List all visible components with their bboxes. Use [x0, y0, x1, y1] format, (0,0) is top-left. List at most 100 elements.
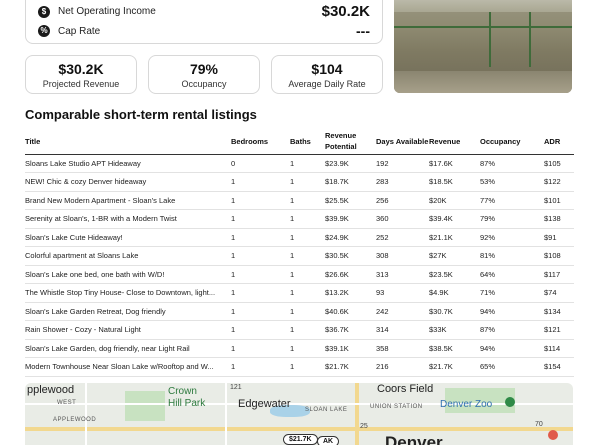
cell-title[interactable]: Sloan's Lake Garden Retreat, Dog friendl…: [25, 302, 231, 321]
cap-rate-row: % Cap Rate ---: [38, 23, 370, 39]
photo-ground: [394, 71, 572, 93]
kpi-value: $30.2K: [58, 61, 104, 77]
column-header-adr[interactable]: ADR: [544, 129, 574, 155]
cell-adr: $105: [544, 154, 574, 173]
comparable-listings-table: Title Bedrooms Baths Revenue Potential D…: [25, 129, 574, 377]
kpi-average-daily-rate: $104 Average Daily Rate: [271, 55, 383, 94]
cell-revenue: $4.9K: [429, 283, 480, 303]
map-road: [85, 383, 87, 445]
listings-map[interactable]: pplewood WEST APPLEWOOD Crown Hill Park …: [25, 383, 573, 445]
map-park: [445, 388, 515, 413]
column-header-occupancy[interactable]: Occupancy: [480, 129, 544, 155]
table-row[interactable]: Sloans Lake Studio APT Hideaway 0 1 $23.…: [25, 154, 574, 173]
cell-occupancy: 87%: [480, 320, 544, 340]
cell-adr: $122: [544, 172, 574, 192]
cell-baths: 1: [290, 265, 325, 284]
column-header-bedrooms[interactable]: Bedrooms: [231, 129, 290, 155]
map-label-denver: Denver: [385, 433, 443, 445]
cell-occupancy: 92%: [480, 228, 544, 247]
cell-days-available: 360: [376, 209, 429, 229]
cell-bedrooms: 1: [231, 191, 290, 210]
cell-bedrooms: 0: [231, 154, 290, 173]
dollar-icon: $: [38, 5, 50, 18]
map-label-union-station: UNION STATION: [370, 404, 423, 410]
property-photo[interactable]: [394, 0, 572, 93]
table-row[interactable]: Sloan's Lake Cute Hideaway! 1 1 $24.9K 2…: [25, 228, 574, 247]
cell-title[interactable]: NEW! Chic & cozy Denver hideaway: [25, 172, 231, 192]
table-row[interactable]: Serenity at Sloan's, 1-BR with a Modern …: [25, 209, 574, 229]
metrics-card: $ Net Operating Income $30.2K % Cap Rate…: [25, 0, 383, 44]
cell-revenue: $18.5K: [429, 172, 480, 192]
cell-bedrooms: 1: [231, 209, 290, 229]
cell-baths: 1: [290, 302, 325, 321]
table-row[interactable]: NEW! Chic & cozy Denver hideaway 1 1 $18…: [25, 172, 574, 192]
map-label-denver-zoo: Denver Zoo: [440, 399, 493, 410]
cell-adr: $114: [544, 339, 574, 358]
kpi-value: 79%: [189, 61, 219, 77]
photo-fence: [394, 26, 572, 28]
cell-adr: $101: [544, 191, 574, 210]
cell-revenue-potential: $21.7K: [325, 357, 376, 377]
cell-baths: 1: [290, 357, 325, 377]
cell-title[interactable]: Serenity at Sloan's, 1-BR with a Modern …: [25, 209, 231, 229]
photo-fence-post: [529, 12, 531, 67]
cell-title[interactable]: Brand New Modern Apartment - Sloan's Lak…: [25, 191, 231, 210]
cell-occupancy: 64%: [480, 265, 544, 284]
table-row[interactable]: Sloan's Lake one bed, one bath with W/D!…: [25, 265, 574, 284]
zoo-marker-icon[interactable]: [505, 397, 515, 407]
cell-revenue: $21.1K: [429, 228, 480, 247]
column-header-baths[interactable]: Baths: [290, 129, 325, 155]
table-row[interactable]: Sloan's Lake Garden Retreat, Dog friendl…: [25, 302, 574, 321]
cell-baths: 1: [290, 339, 325, 358]
table-row[interactable]: Sloan's Lake Garden, dog friendly, near …: [25, 339, 574, 358]
map-label-sloan-lake: SLOAN LAKE: [305, 407, 348, 413]
map-highway-shield: 25: [360, 423, 368, 430]
cell-revenue: $27K: [429, 246, 480, 266]
cell-bedrooms: 1: [231, 357, 290, 377]
cell-title[interactable]: Sloan's Lake Cute Hideaway!: [25, 228, 231, 247]
table-row[interactable]: Rain Shower - Cozy - Natural Light 1 1 $…: [25, 320, 574, 340]
cell-title[interactable]: Sloan's Lake one bed, one bath with W/D!: [25, 265, 231, 284]
map-road: [225, 383, 227, 445]
cell-occupancy: 87%: [480, 154, 544, 173]
cell-title[interactable]: Sloan's Lake Garden, dog friendly, near …: [25, 339, 231, 358]
cell-title[interactable]: Sloans Lake Studio APT Hideaway: [25, 154, 231, 173]
cell-title[interactable]: The Whistle Stop Tiny House- Close to Do…: [25, 283, 231, 303]
section-title: Comparable short-term rental listings: [25, 107, 257, 122]
map-lake: [270, 405, 310, 417]
map-price-pin[interactable]: AK: [317, 436, 340, 445]
percent-icon: %: [38, 25, 50, 37]
map-highway: [25, 427, 573, 431]
table-row[interactable]: Colorful apartment at Sloans Lake 1 1 $3…: [25, 246, 574, 266]
cell-occupancy: 81%: [480, 246, 544, 266]
cell-adr: $108: [544, 246, 574, 266]
kpi-label: Average Daily Rate: [288, 79, 366, 89]
map-label-coors-field: Coors Field: [377, 383, 434, 395]
place-marker-icon[interactable]: [548, 430, 558, 440]
cell-baths: 1: [290, 283, 325, 303]
cell-revenue-potential: $40.6K: [325, 302, 376, 321]
map-highway-shield: 70: [535, 421, 543, 428]
cell-title[interactable]: Modern Townhouse Near Sloan Lake w/Rooft…: [25, 357, 231, 377]
table-row[interactable]: Brand New Modern Apartment - Sloan's Lak…: [25, 191, 574, 210]
cell-days-available: 192: [376, 154, 429, 173]
cell-occupancy: 79%: [480, 209, 544, 229]
cell-baths: 1: [290, 228, 325, 247]
cell-revenue-potential: $39.9K: [325, 209, 376, 229]
cell-adr: $121: [544, 320, 574, 340]
map-price-pin[interactable]: $21.7K: [283, 434, 318, 445]
cell-title[interactable]: Colorful apartment at Sloans Lake: [25, 246, 231, 266]
cell-baths: 1: [290, 246, 325, 266]
map-label-applewood-district: APPLEWOOD: [53, 417, 97, 423]
column-header-revenue[interactable]: Revenue: [429, 129, 480, 155]
cell-title[interactable]: Rain Shower - Cozy - Natural Light: [25, 320, 231, 340]
column-header-days-available[interactable]: Days Available: [376, 129, 429, 155]
column-header-revenue-potential[interactable]: Revenue Potential: [325, 129, 376, 155]
cell-occupancy: 53%: [480, 172, 544, 192]
table-row[interactable]: The Whistle Stop Tiny House- Close to Do…: [25, 283, 574, 303]
cell-revenue: $38.5K: [429, 339, 480, 358]
cell-days-available: 216: [376, 357, 429, 377]
map-label-edgewater: Edgewater: [238, 398, 291, 410]
column-header-title[interactable]: Title: [25, 129, 231, 155]
table-row[interactable]: Modern Townhouse Near Sloan Lake w/Rooft…: [25, 357, 574, 377]
